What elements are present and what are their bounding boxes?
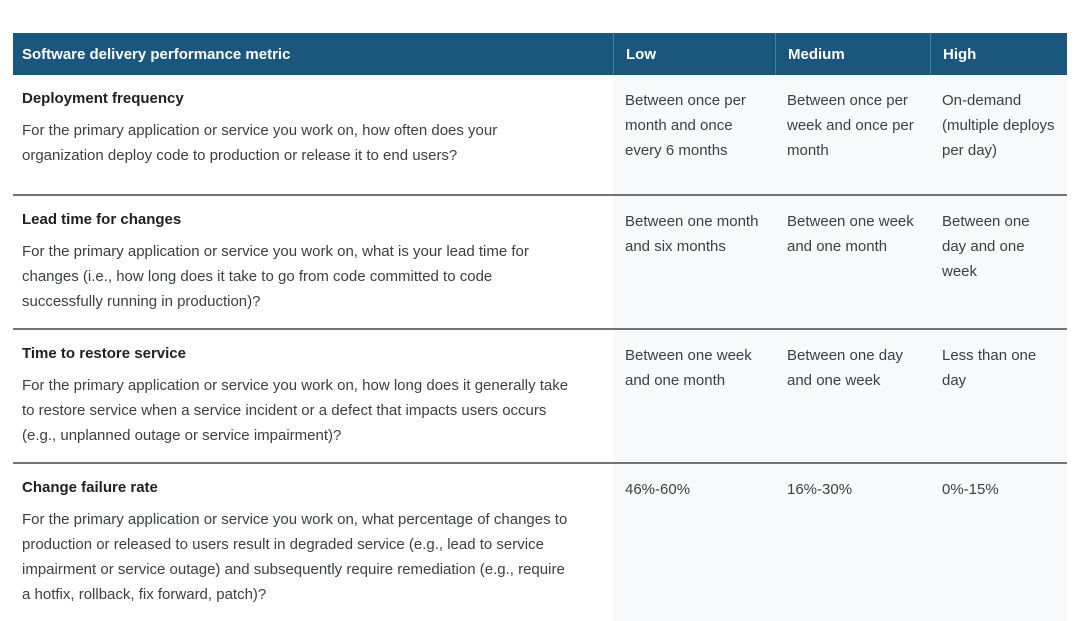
table-row: Deployment frequency For the primary app… xyxy=(13,75,1067,194)
low-value: Between once per month and once every 6 … xyxy=(613,75,775,194)
metric-description: For the primary application or service y… xyxy=(22,243,529,310)
high-value: 0%-15% xyxy=(930,462,1067,621)
metric-cell: Change failure rate For the primary appl… xyxy=(13,462,613,621)
metric-description: For the primary application or service y… xyxy=(22,377,569,444)
metric-name: Time to restore service xyxy=(22,345,186,362)
metric-name: Deployment frequency xyxy=(22,90,184,107)
table-row: Change failure rate For the primary appl… xyxy=(13,462,1067,621)
metric-cell: Lead time for changes For the primary ap… xyxy=(13,194,613,328)
metric-cell: Time to restore service For the primary … xyxy=(13,328,613,462)
medium-value: Between one week and one month xyxy=(775,194,930,328)
table-row: Lead time for changes For the primary ap… xyxy=(13,194,1067,328)
high-value: Between one day and one week xyxy=(930,194,1067,328)
medium-value: Between once per week and once per month xyxy=(775,75,930,194)
header-high: High xyxy=(930,33,1067,75)
header-medium: Medium xyxy=(775,33,930,75)
high-value: On-demand (multiple deploys per day) xyxy=(930,75,1067,194)
metric-description: For the primary application or service y… xyxy=(22,122,498,164)
header-low: Low xyxy=(613,33,775,75)
high-value: Less than one day xyxy=(930,328,1067,462)
header-metric: Software delivery performance metric xyxy=(22,45,291,63)
low-value: 46%-60% xyxy=(613,462,775,621)
low-value: Between one month and six months xyxy=(613,194,775,328)
low-value: Between one week and one month xyxy=(613,328,775,462)
metric-description: For the primary application or service y… xyxy=(22,511,568,603)
metric-name: Change failure rate xyxy=(22,479,158,496)
table-header-row: Software delivery performance metric Low… xyxy=(13,33,1067,75)
table-row: Time to restore service For the primary … xyxy=(13,328,1067,462)
performance-metrics-table: Software delivery performance metric Low… xyxy=(13,33,1067,621)
medium-value: 16%-30% xyxy=(775,462,930,621)
metric-name: Lead time for changes xyxy=(22,211,182,228)
medium-value: Between one day and one week xyxy=(775,328,930,462)
metric-cell: Deployment frequency For the primary app… xyxy=(13,75,613,194)
